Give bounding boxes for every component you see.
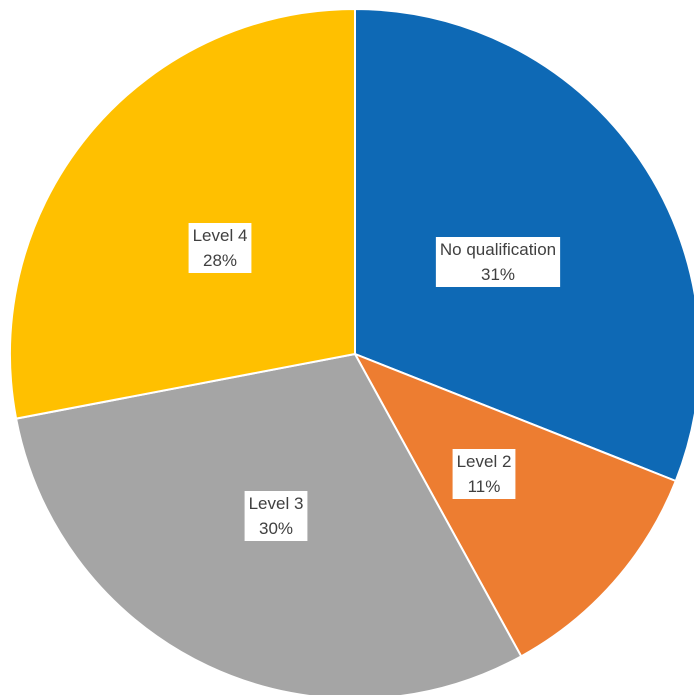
data-label-box	[452, 449, 516, 499]
pie-slices	[9, 7, 694, 695]
data-label-value: 11%	[468, 477, 501, 496]
data-label-box	[188, 223, 252, 273]
data-label-category: Level 4	[193, 226, 248, 245]
pie-slice-level-2	[352, 352, 678, 658]
data-label-value: 28%	[203, 251, 237, 270]
data-label-value: 31%	[481, 265, 515, 284]
data-label-level-4: Level 4 28%	[188, 223, 252, 273]
data-label-category: Level 3	[249, 494, 304, 513]
data-label-value: 30%	[259, 519, 293, 538]
data-label-level-2: Level 2 11%	[452, 449, 516, 499]
data-label-category: Level 2	[457, 452, 512, 471]
data-label-no-qualification: No qualification 31%	[435, 237, 561, 287]
data-label-box	[244, 491, 308, 541]
data-label-category: No qualification	[440, 240, 556, 259]
data-label-box	[435, 237, 561, 287]
pie-slice-level-4	[9, 7, 356, 420]
data-label-level-3: Level 3 30%	[244, 491, 308, 541]
